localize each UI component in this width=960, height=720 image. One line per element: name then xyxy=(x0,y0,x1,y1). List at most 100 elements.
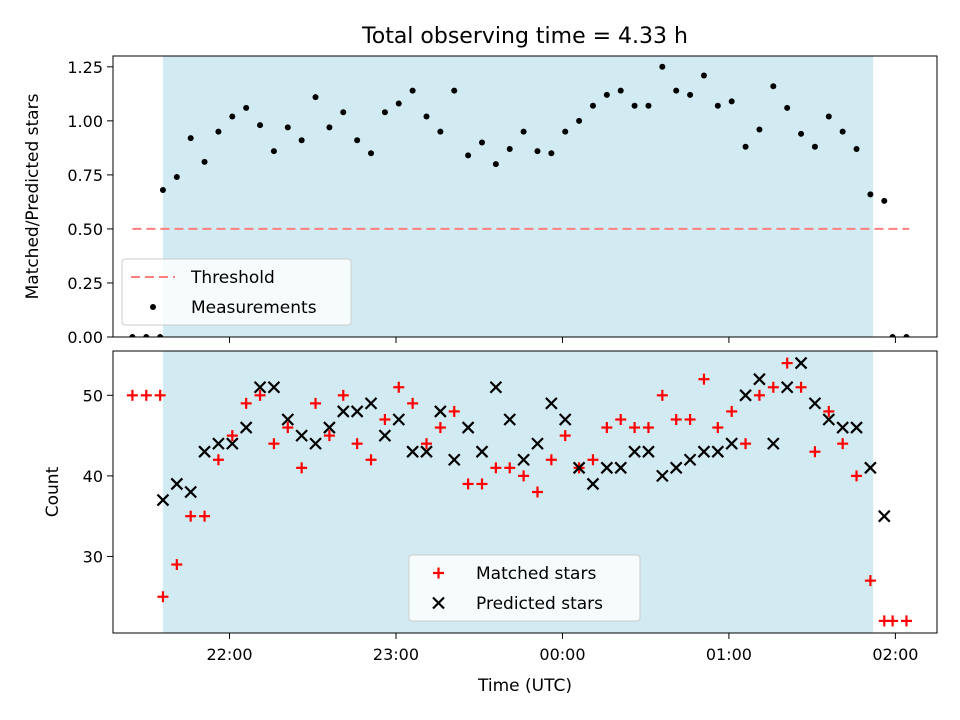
predicted-star-point xyxy=(475,445,489,458)
predicted-star-point xyxy=(739,389,752,402)
measurement-point xyxy=(270,148,277,155)
predicted-star-point xyxy=(364,397,378,410)
predicted-star-point xyxy=(517,453,530,467)
matched-star-point xyxy=(282,422,294,434)
predicted-star-point xyxy=(406,445,419,458)
predicted-star-point xyxy=(878,509,891,523)
measurement-point xyxy=(312,94,319,101)
bottom-axes-frame xyxy=(112,350,938,634)
matched-star-point xyxy=(726,405,738,417)
matched-star-point xyxy=(545,454,557,466)
measurement-point xyxy=(562,128,569,135)
matched-star-point xyxy=(740,438,752,450)
measurement-point xyxy=(478,139,485,146)
matched-star-point xyxy=(212,454,224,466)
measurement-point xyxy=(867,191,874,198)
predicted-star-point xyxy=(697,445,711,458)
measurement-point xyxy=(173,174,180,181)
measurement-point xyxy=(340,109,347,116)
bottom-x-ticks: 22:00 23:00 00:00 01:00 02:00 xyxy=(206,633,918,664)
measurement-point xyxy=(687,91,694,98)
top-y-tick-label: 0.25 xyxy=(67,274,103,293)
predicted-star-point xyxy=(614,461,627,475)
measurement-point xyxy=(770,83,777,90)
measurement-point xyxy=(811,143,818,150)
matched-star-point xyxy=(351,438,363,450)
predicted-star-point xyxy=(489,380,503,394)
matched-star-point xyxy=(490,462,502,474)
measurement-point xyxy=(437,128,444,135)
predicted-stars-points xyxy=(156,356,891,523)
matched-star-point xyxy=(476,478,488,490)
matched-star-point xyxy=(504,462,516,474)
predicted-star-point xyxy=(184,485,197,499)
measurement-point xyxy=(673,87,680,94)
measurement-point xyxy=(229,113,236,120)
matched-star-point xyxy=(310,397,322,409)
x-axis-label: Time (UTC) xyxy=(477,676,572,696)
matched-star-point xyxy=(185,510,197,522)
measurement-point xyxy=(603,91,610,98)
predicted-star-point xyxy=(531,437,544,450)
matched-star-point xyxy=(587,454,599,466)
measurement-point xyxy=(201,158,208,165)
measurement-point xyxy=(187,135,194,142)
predicted-star-point xyxy=(864,461,877,475)
measurement-point xyxy=(298,137,305,144)
measurement-point xyxy=(548,150,555,157)
measurement-point xyxy=(756,126,763,133)
matched-star-point xyxy=(126,389,138,401)
predicted-star-point xyxy=(253,380,267,394)
top-y-tick-label: 0.50 xyxy=(67,220,103,239)
measurement-point xyxy=(589,102,596,109)
matched-star-point xyxy=(887,615,899,627)
measurement-point xyxy=(129,334,136,337)
measurement-point xyxy=(798,130,805,137)
measurement-point xyxy=(157,334,164,337)
bottom-y-tick-label: 50 xyxy=(83,386,103,405)
x-tick-label: 02:00 xyxy=(872,645,918,664)
predicted-star-point xyxy=(558,413,572,426)
predicted-star-point xyxy=(725,437,738,450)
measurement-points xyxy=(129,63,910,337)
bottom-y-tick-label: 40 xyxy=(83,467,103,486)
predicted-star-point xyxy=(545,397,558,410)
legend-measurements-swatch xyxy=(150,304,156,310)
predicted-star-point xyxy=(156,493,170,507)
matched-star-point xyxy=(615,413,627,425)
top-y-tick-label: 1.00 xyxy=(67,112,103,131)
matched-star-point xyxy=(379,413,391,425)
figure-title: Total observing time = 4.33 h xyxy=(361,24,688,49)
measurement-point xyxy=(825,113,832,120)
predicted-star-point xyxy=(586,477,600,491)
measurement-point xyxy=(631,102,638,109)
matched-star-point xyxy=(365,454,377,466)
predicted-star-point xyxy=(822,413,836,426)
measurement-point xyxy=(451,87,458,94)
measurement-point xyxy=(839,128,846,135)
predicted-star-point xyxy=(420,445,433,458)
matched-star-point xyxy=(157,591,169,603)
matched-star-point xyxy=(642,422,654,434)
predicted-star-point xyxy=(656,469,669,483)
measurement-point xyxy=(326,124,333,131)
predicted-star-point xyxy=(295,429,308,442)
measurement-point xyxy=(215,128,222,135)
matched-star-point xyxy=(712,422,724,434)
matched-star-point xyxy=(323,430,335,442)
measurement-point xyxy=(645,102,652,109)
measurement-point xyxy=(784,104,791,111)
legend-predicted-swatch xyxy=(432,596,445,610)
x-tick-label: 01:00 xyxy=(706,645,752,664)
matched-star-point xyxy=(393,381,405,393)
matched-star-point xyxy=(767,381,779,393)
measurement-point xyxy=(576,117,583,124)
predicted-star-point xyxy=(378,429,392,442)
predicted-star-point xyxy=(600,461,614,475)
matched-star-point xyxy=(531,486,543,498)
top-y-tick-label: 0.75 xyxy=(67,166,103,185)
legend-predicted-label: Predicted stars xyxy=(476,594,603,614)
matched-star-point xyxy=(226,430,238,442)
measurement-point xyxy=(381,109,388,116)
predicted-star-point xyxy=(711,445,725,458)
